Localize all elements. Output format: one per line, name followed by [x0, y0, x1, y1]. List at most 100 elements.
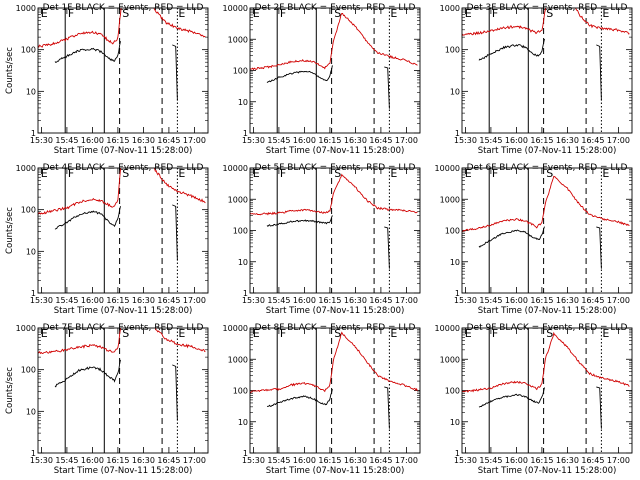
flag-label: F: [492, 327, 498, 340]
flag-label: F: [280, 167, 286, 180]
x-tick-label: 15:45: [479, 136, 502, 145]
series-events-black: [478, 38, 545, 61]
y-axis-label: Counts/sec: [5, 47, 15, 94]
y-tick-label: 10000: [223, 324, 248, 333]
series-events-black: [478, 226, 545, 248]
flag-label: S: [334, 327, 341, 340]
flag-label: E: [253, 327, 260, 340]
x-tick-label: 17:00: [607, 296, 630, 305]
y-tick-label: 10: [450, 418, 460, 427]
panel-3: Det 3F BLACK = Events, RED = LLD11010010…: [440, 3, 633, 156]
panel-7: Det 7F BLACK = Events, RED = LLD11010010…: [5, 323, 209, 476]
x-tick-label: 15:45: [479, 296, 502, 305]
panel-data: [462, 8, 630, 133]
y-tick-label: 1: [455, 449, 460, 458]
x-tick-label: 16:00: [505, 136, 528, 145]
x-tick-label: 17:00: [395, 296, 418, 305]
panel-4: Det 4F BLACK = Events, RED = LLD11010010…: [5, 163, 209, 316]
x-tick-label: 16:30: [556, 456, 579, 465]
x-tick-label: 16:15: [106, 456, 129, 465]
series-lld-red: [462, 331, 630, 393]
y-tick-label: 100: [233, 67, 248, 76]
y-axis-label: Counts/sec: [5, 207, 15, 254]
series-events-black-tail: [384, 66, 390, 109]
x-tick-label: 16:30: [132, 296, 155, 305]
flag-label: E: [41, 7, 48, 20]
y-tick-label: 1000: [16, 324, 36, 333]
y-tick-label: 1: [31, 129, 36, 138]
series-events-black-tail: [172, 44, 178, 101]
y-tick-label: 1000: [440, 195, 460, 204]
y-tick-label: 1: [31, 449, 36, 458]
series-events-black: [478, 387, 545, 408]
y-tick-label: 10000: [223, 4, 248, 13]
flag-label: S: [546, 7, 553, 20]
x-tick-label: 16:00: [293, 456, 316, 465]
series-events-black: [266, 388, 333, 407]
y-tick-label: 10: [450, 258, 460, 267]
series-lld-red: [250, 173, 418, 216]
series-events-black-tail: [596, 386, 602, 429]
x-tick-label: 16:15: [106, 296, 129, 305]
x-tick-label: 15:30: [242, 136, 265, 145]
x-tick-label: 15:45: [55, 456, 78, 465]
panel-data: [38, 168, 206, 293]
y-tick-label: 1: [455, 129, 460, 138]
panel-1: Det 1F BLACK = Events, RED = LLD11010010…: [5, 3, 209, 156]
flag-label: F: [492, 167, 498, 180]
y-tick-label: 10: [26, 407, 36, 416]
panel-8: Det 8F BLACK = Events, RED = LLD11010010…: [223, 323, 421, 476]
x-tick-label: 17:00: [395, 456, 418, 465]
panel-data: [38, 328, 206, 453]
x-tick-label: 16:00: [81, 296, 104, 305]
flag-label: F: [280, 7, 286, 20]
y-tick-label: 10000: [435, 164, 460, 173]
x-tick-label: 15:30: [454, 296, 477, 305]
flag-label: S: [122, 327, 129, 340]
y-tick-label: 100: [21, 366, 36, 375]
x-tick-label: 16:15: [530, 456, 553, 465]
y-tick-label: 100: [21, 46, 36, 55]
y-tick-label: 100: [21, 206, 36, 215]
x-tick-label: 15:30: [242, 456, 265, 465]
y-axis-label: Counts/sec: [5, 367, 15, 414]
flag-label: S: [546, 327, 553, 340]
flag-label: S: [334, 167, 341, 180]
y-tick-label: 1: [243, 449, 248, 458]
y-tick-label: 1000: [228, 35, 248, 44]
y-tick-label: 100: [445, 227, 460, 236]
x-tick-label: 16:45: [157, 456, 180, 465]
panel-frame: [37, 327, 209, 454]
x-tick-label: 16:30: [344, 136, 367, 145]
x-axis-label: Start Time (07-Nov-11 15:28:00): [478, 306, 617, 316]
series-lld-red: [38, 168, 206, 215]
x-tick-label: 15:45: [55, 296, 78, 305]
flag-label: E: [465, 7, 472, 20]
panel-6: Det 6F BLACK = Events, RED = LLD11010010…: [435, 163, 633, 316]
y-tick-label: 10000: [435, 324, 460, 333]
y-tick-label: 10: [26, 87, 36, 96]
y-tick-label: 1000: [16, 164, 36, 173]
series-events-black-tail: [596, 44, 602, 101]
series-events-black: [54, 206, 121, 230]
y-tick-label: 10: [238, 98, 248, 107]
x-tick-label: 16:15: [530, 296, 553, 305]
panel-frame: [249, 167, 421, 294]
y-tick-label: 10: [26, 247, 36, 256]
panel-frame: [249, 327, 421, 454]
panel-data: [462, 328, 630, 453]
y-tick-label: 100: [233, 387, 248, 396]
x-tick-label: 17:00: [607, 456, 630, 465]
x-axis-label: Start Time (07-Nov-11 15:28:00): [266, 306, 405, 316]
x-tick-label: 16:30: [344, 296, 367, 305]
series-events-black-tail: [172, 204, 178, 261]
x-tick-label: 16:15: [318, 136, 341, 145]
flag-label: E: [178, 327, 185, 340]
panel-5: Det 5F BLACK = Events, RED = LLD11010010…: [223, 163, 421, 316]
y-tick-label: 1000: [440, 355, 460, 364]
x-tick-label: 15:45: [267, 456, 290, 465]
series-events-black-tail: [596, 226, 602, 269]
y-tick-label: 1: [243, 289, 248, 298]
x-tick-label: 16:00: [505, 456, 528, 465]
